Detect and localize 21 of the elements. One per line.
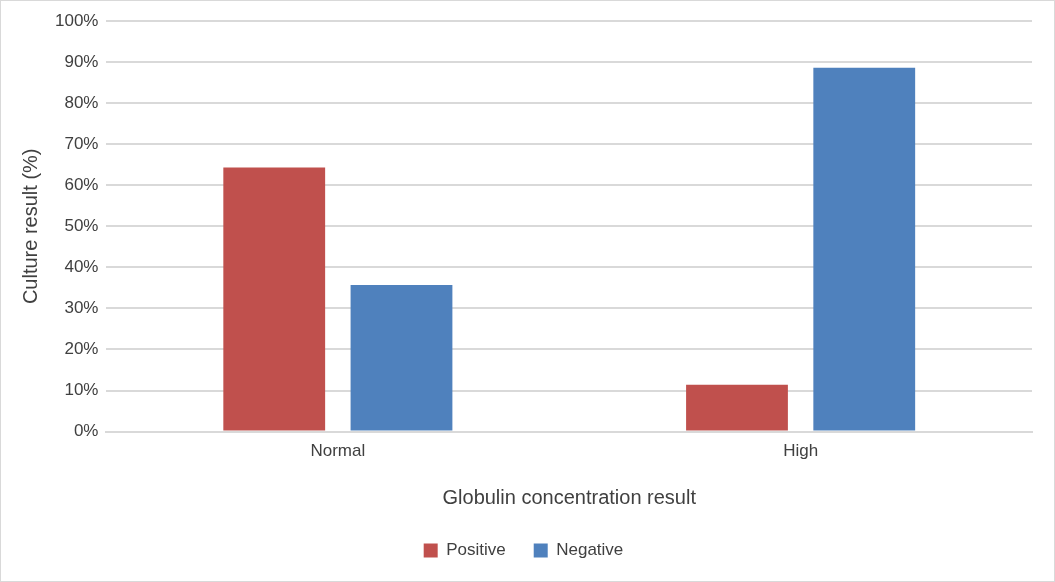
legend-label: Positive <box>446 540 506 560</box>
x-tick-label: High <box>783 441 819 461</box>
bar <box>686 384 788 431</box>
y-tick-label: 30% <box>64 298 99 318</box>
legend-label: Negative <box>556 540 624 560</box>
y-tick-label: 50% <box>64 215 99 235</box>
y-tick-label: 80% <box>64 92 99 112</box>
x-tick-label: Normal <box>310 441 366 461</box>
y-tick-label: 10% <box>64 380 99 400</box>
y-axis-title: Culture result (%) <box>18 148 41 305</box>
y-tick-label: 70% <box>64 133 99 153</box>
y-tick-label: 60% <box>64 174 99 194</box>
y-tick-label: 100% <box>55 10 99 30</box>
y-tick-label: 0% <box>73 421 99 441</box>
bar <box>813 67 916 431</box>
y-tick-label: 40% <box>64 257 99 277</box>
y-tick-label: 20% <box>64 339 99 359</box>
x-axis-title: Globulin concentration result <box>442 485 697 508</box>
y-tick-label: 90% <box>64 51 99 71</box>
bar <box>223 167 326 431</box>
bar <box>350 285 453 431</box>
